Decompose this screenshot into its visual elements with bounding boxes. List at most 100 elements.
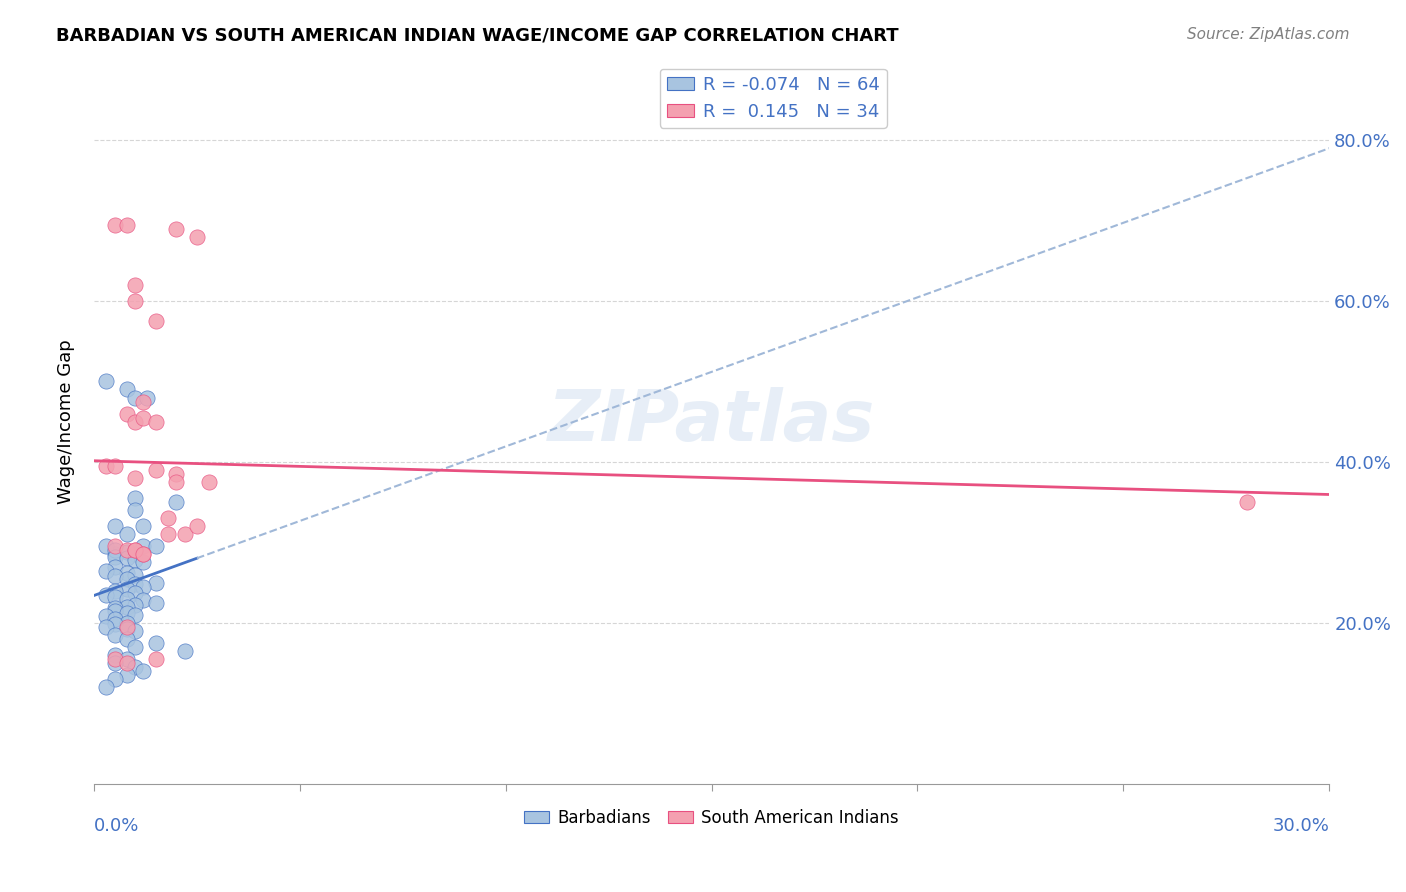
Text: 30.0%: 30.0% [1272, 817, 1329, 835]
Point [103, 601, 125, 615]
Point [145, 415, 167, 429]
Point [124, 660, 146, 674]
Point [115, 407, 138, 421]
Point [124, 415, 146, 429]
Point [124, 598, 146, 612]
Point [124, 543, 146, 558]
Text: Source: ZipAtlas.com: Source: ZipAtlas.com [1187, 27, 1350, 42]
Point [96, 620, 118, 634]
Point [103, 672, 125, 686]
Point [124, 543, 146, 558]
Point [145, 575, 167, 590]
Point [96, 564, 118, 578]
Point [132, 664, 155, 678]
Point [173, 527, 195, 541]
Point [115, 656, 138, 670]
Point [124, 277, 146, 292]
Point [145, 540, 167, 554]
Point [96, 609, 118, 624]
Point [103, 540, 125, 554]
Point [96, 458, 118, 473]
Point [103, 604, 125, 618]
Point [165, 495, 187, 509]
Point [132, 580, 155, 594]
Point [124, 503, 146, 517]
Point [103, 458, 125, 473]
Point [115, 615, 138, 630]
Point [132, 548, 155, 562]
Legend: Barbadians, South American Indians: Barbadians, South American Indians [517, 802, 905, 833]
Point [124, 293, 146, 308]
Point [145, 636, 167, 650]
Point [115, 545, 138, 559]
Point [96, 588, 118, 602]
Point [132, 593, 155, 607]
Point [103, 548, 125, 562]
Point [115, 606, 138, 620]
Point [124, 567, 146, 582]
Point [132, 548, 155, 562]
Point [103, 583, 125, 598]
Point [124, 640, 146, 654]
Point [103, 612, 125, 626]
Point [96, 375, 118, 389]
Point [115, 582, 138, 596]
Point [186, 229, 208, 244]
Point [115, 566, 138, 580]
Text: 0.0%: 0.0% [94, 817, 139, 835]
Point [132, 519, 155, 533]
Point [145, 463, 167, 477]
Point [115, 591, 138, 606]
Point [115, 652, 138, 666]
Point [145, 596, 167, 610]
Text: ZIPatlas: ZIPatlas [548, 387, 876, 456]
Point [132, 410, 155, 425]
Point [124, 553, 146, 567]
Point [115, 543, 138, 558]
Point [115, 668, 138, 682]
Point [115, 572, 138, 586]
Point [103, 617, 125, 632]
Point [115, 527, 138, 541]
Point [124, 624, 146, 638]
Text: BARBADIAN VS SOUTH AMERICAN INDIAN WAGE/INCOME GAP CORRELATION CHART: BARBADIAN VS SOUTH AMERICAN INDIAN WAGE/… [56, 27, 898, 45]
Point [103, 628, 125, 642]
Point [103, 569, 125, 583]
Point [103, 519, 125, 533]
Point [103, 559, 125, 574]
Point [1236, 495, 1258, 509]
Point [115, 551, 138, 566]
Point [96, 680, 118, 694]
Y-axis label: Wage/Income Gap: Wage/Income Gap [58, 339, 75, 504]
Point [103, 648, 125, 662]
Point [124, 577, 146, 591]
Point [103, 652, 125, 666]
Point [145, 314, 167, 328]
Point [186, 519, 208, 533]
Point [103, 590, 125, 604]
Point [136, 391, 159, 405]
Point [124, 548, 146, 562]
Point [115, 218, 138, 232]
Point [124, 491, 146, 505]
Point [132, 394, 155, 409]
Point [132, 556, 155, 570]
Point [165, 467, 187, 481]
Point [124, 471, 146, 485]
Point [115, 599, 138, 614]
Point [124, 391, 146, 405]
Point [124, 607, 146, 622]
Point [115, 622, 138, 636]
Point [173, 644, 195, 658]
Point [103, 218, 125, 232]
Point [165, 221, 187, 235]
Point [165, 475, 187, 489]
Point [115, 620, 138, 634]
Point [115, 632, 138, 646]
Point [157, 511, 180, 525]
Point [103, 656, 125, 670]
Point [198, 475, 221, 489]
Point [115, 383, 138, 397]
Point [96, 540, 118, 554]
Point [124, 586, 146, 600]
